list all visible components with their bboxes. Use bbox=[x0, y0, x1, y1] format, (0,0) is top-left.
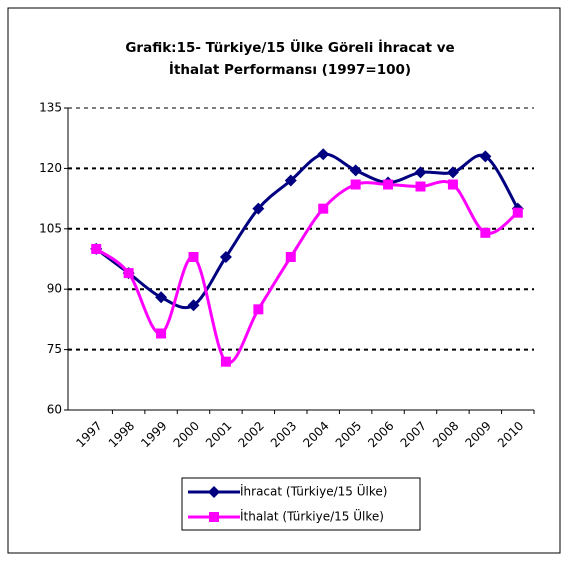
chart-border bbox=[7, 7, 561, 554]
point bbox=[252, 202, 265, 215]
point bbox=[156, 328, 167, 339]
point bbox=[284, 174, 297, 187]
legend-marker bbox=[208, 486, 220, 498]
point bbox=[187, 299, 200, 312]
point bbox=[446, 166, 459, 179]
point bbox=[253, 304, 264, 315]
y-tick-label: 105 bbox=[39, 221, 62, 235]
point bbox=[219, 250, 232, 263]
point bbox=[383, 179, 394, 190]
point bbox=[91, 243, 102, 254]
chart-title: İthalat Performansı (1997=100) bbox=[169, 61, 411, 78]
point bbox=[415, 181, 426, 192]
point bbox=[317, 148, 330, 161]
point bbox=[447, 179, 458, 190]
y-tick-label: 120 bbox=[39, 161, 62, 175]
point bbox=[512, 207, 523, 218]
point bbox=[285, 251, 296, 262]
point bbox=[123, 268, 134, 279]
point bbox=[318, 203, 329, 214]
point bbox=[155, 291, 168, 304]
y-tick-label: 135 bbox=[39, 101, 62, 115]
point bbox=[414, 166, 427, 179]
y-tick-label: 60 bbox=[47, 403, 62, 417]
chart-title: Grafik:15- Türkiye/15 Ülke Göreli İhraca… bbox=[125, 38, 454, 56]
legend-label: İthalat (Türkiye/15 Ülke) bbox=[240, 508, 384, 524]
legend-box bbox=[181, 477, 421, 531]
y-tick-label: 90 bbox=[47, 282, 62, 296]
point bbox=[349, 164, 362, 177]
y-tick-label: 75 bbox=[47, 342, 62, 356]
point bbox=[220, 356, 231, 367]
legend-label: İhracat (Türkiye/15 Ülke) bbox=[240, 483, 387, 499]
point bbox=[350, 179, 361, 190]
point bbox=[479, 150, 492, 163]
point bbox=[480, 227, 491, 238]
legend-marker bbox=[209, 512, 219, 522]
point bbox=[188, 251, 199, 262]
